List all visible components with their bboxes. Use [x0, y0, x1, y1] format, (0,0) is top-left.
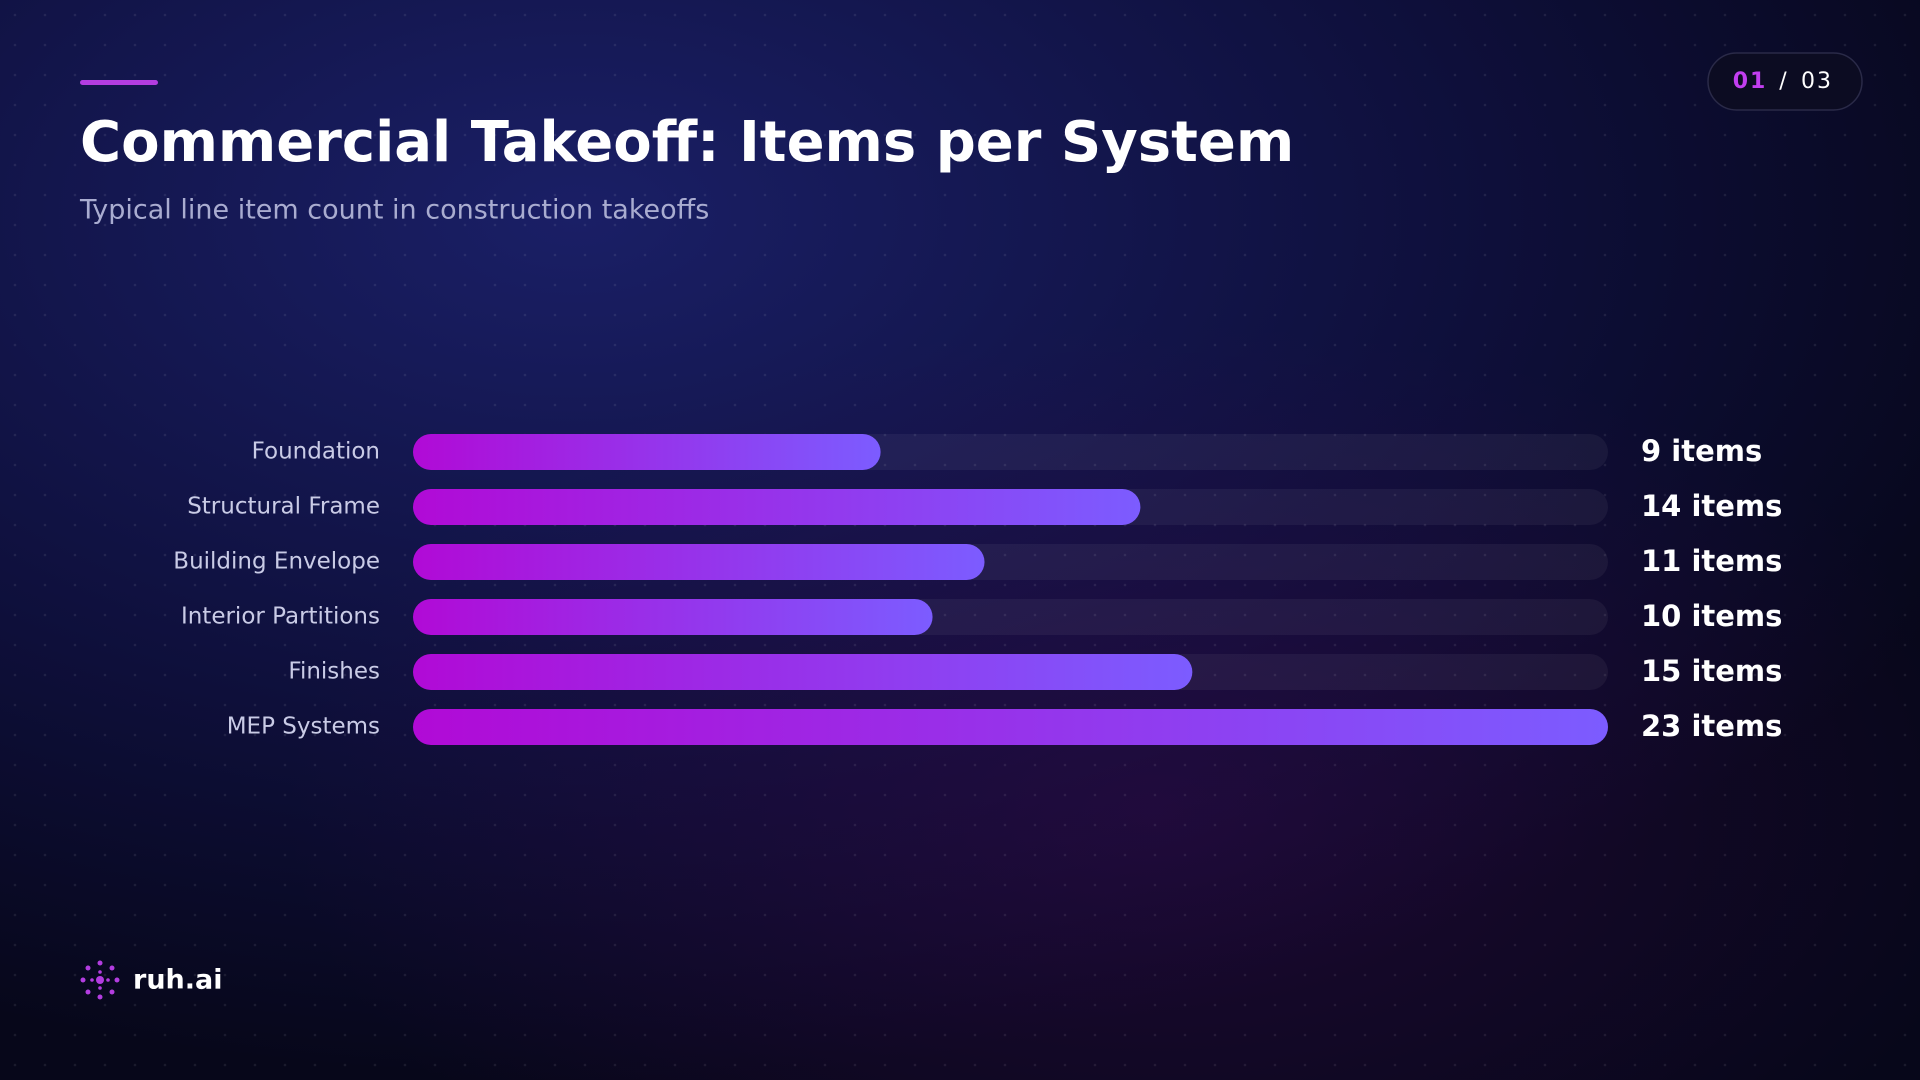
value-label: 9 items — [1641, 434, 1762, 468]
page-total: 03 — [1801, 69, 1833, 94]
value-label: 15 items — [1641, 654, 1782, 688]
brand-name: ruh.ai — [133, 965, 223, 996]
page-current: 01 — [1733, 69, 1768, 94]
category-label: Building Envelope — [173, 549, 380, 575]
category-label: Interior Partitions — [181, 604, 380, 630]
bar — [413, 599, 933, 635]
bar — [413, 709, 1608, 745]
page-pill — [1707, 52, 1863, 111]
accent-line — [80, 80, 158, 85]
value-label: 10 items — [1641, 599, 1782, 633]
page-separator: / — [1779, 69, 1787, 94]
value-label: 14 items — [1641, 489, 1782, 523]
chart-title: Commercial Takeoff: Items per System — [80, 110, 1294, 175]
bar — [413, 544, 985, 580]
bar — [413, 489, 1141, 525]
value-label: 11 items — [1641, 544, 1782, 578]
bar — [413, 654, 1193, 690]
category-label: Foundation — [252, 439, 380, 465]
category-label: MEP Systems — [227, 714, 380, 740]
category-label: Structural Frame — [187, 494, 380, 520]
value-label: 23 items — [1641, 709, 1782, 743]
category-label: Finishes — [288, 659, 380, 685]
chart-subtitle: Typical line item count in construction … — [79, 195, 709, 226]
logo-icon — [80, 960, 120, 1000]
bar — [413, 434, 881, 470]
